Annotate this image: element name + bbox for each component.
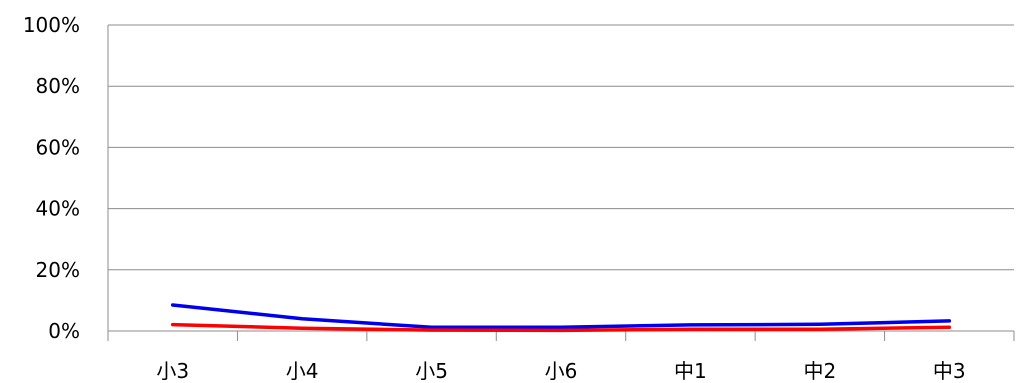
y-tick-label: 80%: [36, 74, 80, 98]
x-tick-label: 中1: [674, 359, 707, 383]
x-tick-label: 小6: [545, 359, 578, 383]
x-tick-label: 中2: [803, 359, 836, 383]
x-tick-label: 小5: [415, 359, 448, 383]
y-tick-label: 0%: [48, 319, 80, 343]
y-tick-label: 40%: [36, 197, 80, 221]
axis-layer: [107, 25, 1015, 341]
series-line-1: [170, 303, 952, 330]
y-tick-label: 20%: [36, 258, 80, 282]
grid-layer: [108, 24, 1014, 332]
x-tick-label: 小4: [286, 359, 319, 383]
x-tick-label: 中3: [933, 359, 966, 383]
label-layer: 0% 20% 40% 60% 80% 100% 小3 小4 小5 小6 中1 中2 中3: [23, 13, 966, 383]
y-tick-label: 60%: [36, 135, 80, 159]
y-tick-label: 100%: [23, 13, 80, 37]
series-line-2: [170, 322, 952, 333]
x-tick-label: 小3: [156, 359, 189, 383]
series-layer: [170, 303, 952, 333]
